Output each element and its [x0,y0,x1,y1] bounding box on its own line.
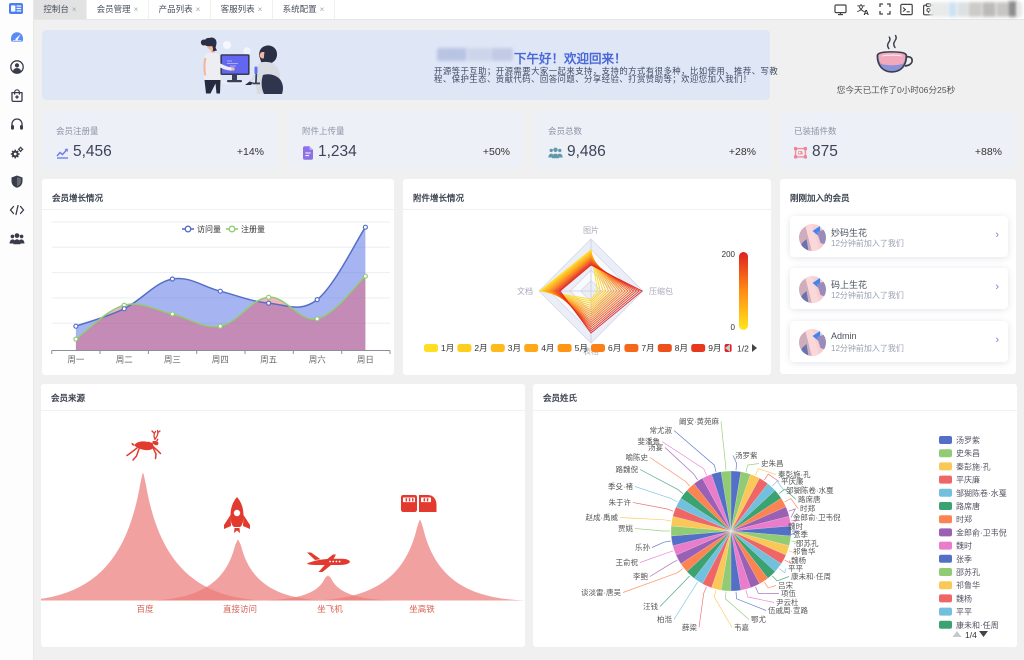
svg-text:汤罗紫: 汤罗紫 [956,436,980,445]
svg-text:文档: 文档 [517,286,533,296]
svg-text:1/4: 1/4 [965,630,977,640]
svg-text:柏湉: 柏湉 [657,614,672,624]
svg-text:魏时: 魏时 [956,541,972,551]
svg-text:汤宴: 汤宴 [648,442,663,452]
svg-text:0: 0 [731,323,736,332]
svg-text:200: 200 [722,250,736,259]
svg-text:贾姚: 贾姚 [618,523,633,533]
svg-text:金郎俞·卫韦倪: 金郎俞·卫韦倪 [793,512,841,522]
svg-text:时郑: 时郑 [800,503,815,513]
svg-text:表格: 表格 [583,346,599,356]
svg-text:张季: 张季 [793,529,808,539]
svg-text:7月: 7月 [641,343,654,353]
svg-text:周二: 周二 [116,355,134,365]
svg-text:史朱昌: 史朱昌 [956,448,980,458]
svg-text:1月: 1月 [441,343,454,353]
svg-text:路席唐: 路席唐 [956,501,980,511]
svg-text:9月: 9月 [708,343,721,353]
svg-text:平庆廉: 平庆廉 [956,475,980,485]
svg-text:常尤淑: 常尤淑 [650,425,673,435]
svg-text:平庆廉: 平庆廉 [781,476,804,486]
svg-text:8月: 8月 [675,343,688,353]
svg-text:康未和·任周: 康未和·任周 [956,620,999,630]
svg-text:韦嘉: 韦嘉 [734,622,749,632]
svg-text:周五: 周五 [260,355,278,365]
svg-text:喻陈史: 喻陈史 [626,452,649,462]
svg-text:李鲍: 李鲍 [633,571,648,581]
svg-text:汪钱: 汪钱 [643,601,658,611]
svg-text:阚安·黄苑麻: 阚安·黄苑麻 [679,416,719,426]
svg-text:祁鲁华: 祁鲁华 [793,546,816,556]
svg-text:金郎俞·卫韦倪: 金郎俞·卫韦倪 [956,527,1007,537]
svg-text:秦彭施·孔: 秦彭施·孔 [956,461,991,471]
svg-text:祁鲁华: 祁鲁华 [956,580,980,590]
svg-text:谈淡雷·唐吴: 谈淡雷·唐吴 [581,587,621,597]
svg-text:时郑: 时郑 [956,514,972,524]
svg-text:季殳·褚: 季殳·褚 [608,481,633,491]
svg-text:朱于许: 朱于许 [609,497,632,507]
svg-text:秦彭施·孔: 秦彭施·孔 [778,469,811,479]
svg-text:平平: 平平 [956,608,972,617]
svg-text:路魏倪: 路魏倪 [616,464,639,474]
svg-text:项伍: 项伍 [781,588,796,598]
svg-text:乐孙: 乐孙 [635,542,650,552]
svg-text:魏杨: 魏杨 [956,593,972,603]
svg-text:赵成·禹威: 赵成·禹威 [586,512,619,522]
svg-text:2月: 2月 [474,343,487,353]
svg-text:5月: 5月 [575,343,588,353]
svg-text:坐飞机: 坐飞机 [317,604,343,614]
svg-text:注册量: 注册量 [241,224,265,234]
svg-text:周六: 周六 [309,355,327,365]
svg-text:尹云杜: 尹云杜 [776,597,799,607]
svg-text:周日: 周日 [357,355,374,365]
svg-text:路席唐: 路席唐 [798,494,821,504]
svg-text:康未和·任周: 康未和·任周 [791,571,831,581]
svg-text:汤罗紫: 汤罗紫 [735,451,758,460]
svg-text:张季: 张季 [956,554,972,564]
svg-text:访问量: 访问量 [197,224,221,234]
svg-text:周一: 周一 [67,355,85,365]
svg-text:魏时: 魏时 [788,521,803,531]
svg-text:史朱昌: 史朱昌 [761,458,784,468]
svg-text:百度: 百度 [136,604,154,614]
svg-text:周四: 周四 [212,355,229,365]
svg-text:直接访问: 直接访问 [223,604,257,614]
svg-text:文: 文 [857,3,866,13]
svg-text:薛粱: 薛粱 [682,622,697,632]
svg-text:4月: 4月 [541,343,554,353]
svg-text:邹猢陈卷·水戛: 邹猢陈卷·水戛 [786,485,834,495]
svg-text:A: A [864,8,870,16]
svg-text:邵苏孔: 邵苏孔 [956,567,980,577]
svg-text:鄂尤: 鄂尤 [751,614,766,624]
svg-text:邹猢陈卷·水戛: 邹猢陈卷·水戛 [956,488,1007,498]
svg-text:压缩包: 压缩包 [649,286,673,296]
svg-text:图片: 图片 [583,225,599,235]
svg-text:周三: 周三 [164,355,181,365]
svg-text:伍戚周·宣路: 伍戚周·宣路 [768,605,808,615]
svg-text:6月: 6月 [608,343,621,353]
svg-text:魏杨: 魏杨 [791,555,806,565]
svg-text:邵苏孔: 邵苏孔 [796,538,819,548]
svg-text:3月: 3月 [508,343,521,353]
svg-text:斐潘鲁: 斐潘鲁 [638,436,661,446]
svg-text:坐高铁: 坐高铁 [409,604,435,614]
svg-text:王俞祝: 王俞祝 [616,557,639,567]
svg-text:吕宋: 吕宋 [778,580,793,590]
svg-text:平平: 平平 [788,564,803,573]
svg-text:1/2: 1/2 [737,344,749,354]
